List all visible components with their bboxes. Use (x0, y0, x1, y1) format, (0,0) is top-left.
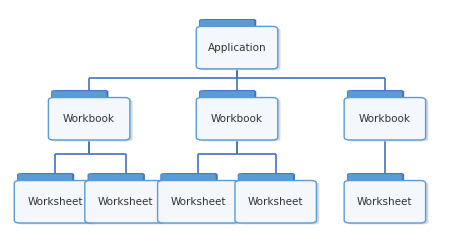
FancyBboxPatch shape (51, 99, 133, 141)
FancyBboxPatch shape (235, 181, 317, 223)
Text: Application: Application (208, 43, 266, 53)
FancyBboxPatch shape (52, 91, 107, 106)
Text: Workbook: Workbook (63, 114, 115, 124)
FancyBboxPatch shape (203, 20, 256, 34)
FancyBboxPatch shape (55, 91, 108, 105)
FancyBboxPatch shape (237, 182, 319, 224)
FancyBboxPatch shape (21, 174, 74, 188)
Text: Workbook: Workbook (211, 114, 263, 124)
FancyBboxPatch shape (347, 174, 403, 189)
FancyBboxPatch shape (347, 99, 428, 141)
FancyBboxPatch shape (351, 174, 404, 188)
FancyBboxPatch shape (200, 91, 255, 106)
FancyBboxPatch shape (18, 174, 73, 189)
FancyBboxPatch shape (48, 98, 130, 140)
FancyBboxPatch shape (14, 181, 96, 223)
FancyBboxPatch shape (203, 91, 256, 105)
FancyBboxPatch shape (196, 98, 278, 140)
FancyBboxPatch shape (199, 99, 281, 141)
FancyBboxPatch shape (160, 182, 242, 224)
FancyBboxPatch shape (344, 181, 426, 223)
FancyBboxPatch shape (238, 174, 293, 189)
FancyBboxPatch shape (351, 91, 404, 105)
Text: Worksheet: Worksheet (248, 197, 303, 207)
FancyBboxPatch shape (85, 181, 166, 223)
FancyBboxPatch shape (242, 174, 294, 188)
Text: Worksheet: Worksheet (357, 197, 413, 207)
FancyBboxPatch shape (164, 174, 217, 188)
Text: Worksheet: Worksheet (98, 197, 153, 207)
FancyBboxPatch shape (344, 98, 426, 140)
FancyBboxPatch shape (17, 182, 99, 224)
FancyBboxPatch shape (196, 26, 278, 69)
FancyBboxPatch shape (200, 20, 255, 35)
Text: Worksheet: Worksheet (171, 197, 226, 207)
FancyBboxPatch shape (347, 182, 428, 224)
FancyBboxPatch shape (157, 181, 239, 223)
FancyBboxPatch shape (88, 174, 143, 189)
Text: Worksheet: Worksheet (27, 197, 83, 207)
FancyBboxPatch shape (91, 174, 145, 188)
FancyBboxPatch shape (88, 182, 169, 224)
FancyBboxPatch shape (161, 174, 216, 189)
FancyBboxPatch shape (199, 28, 281, 70)
Text: Workbook: Workbook (359, 114, 411, 124)
FancyBboxPatch shape (347, 91, 403, 106)
